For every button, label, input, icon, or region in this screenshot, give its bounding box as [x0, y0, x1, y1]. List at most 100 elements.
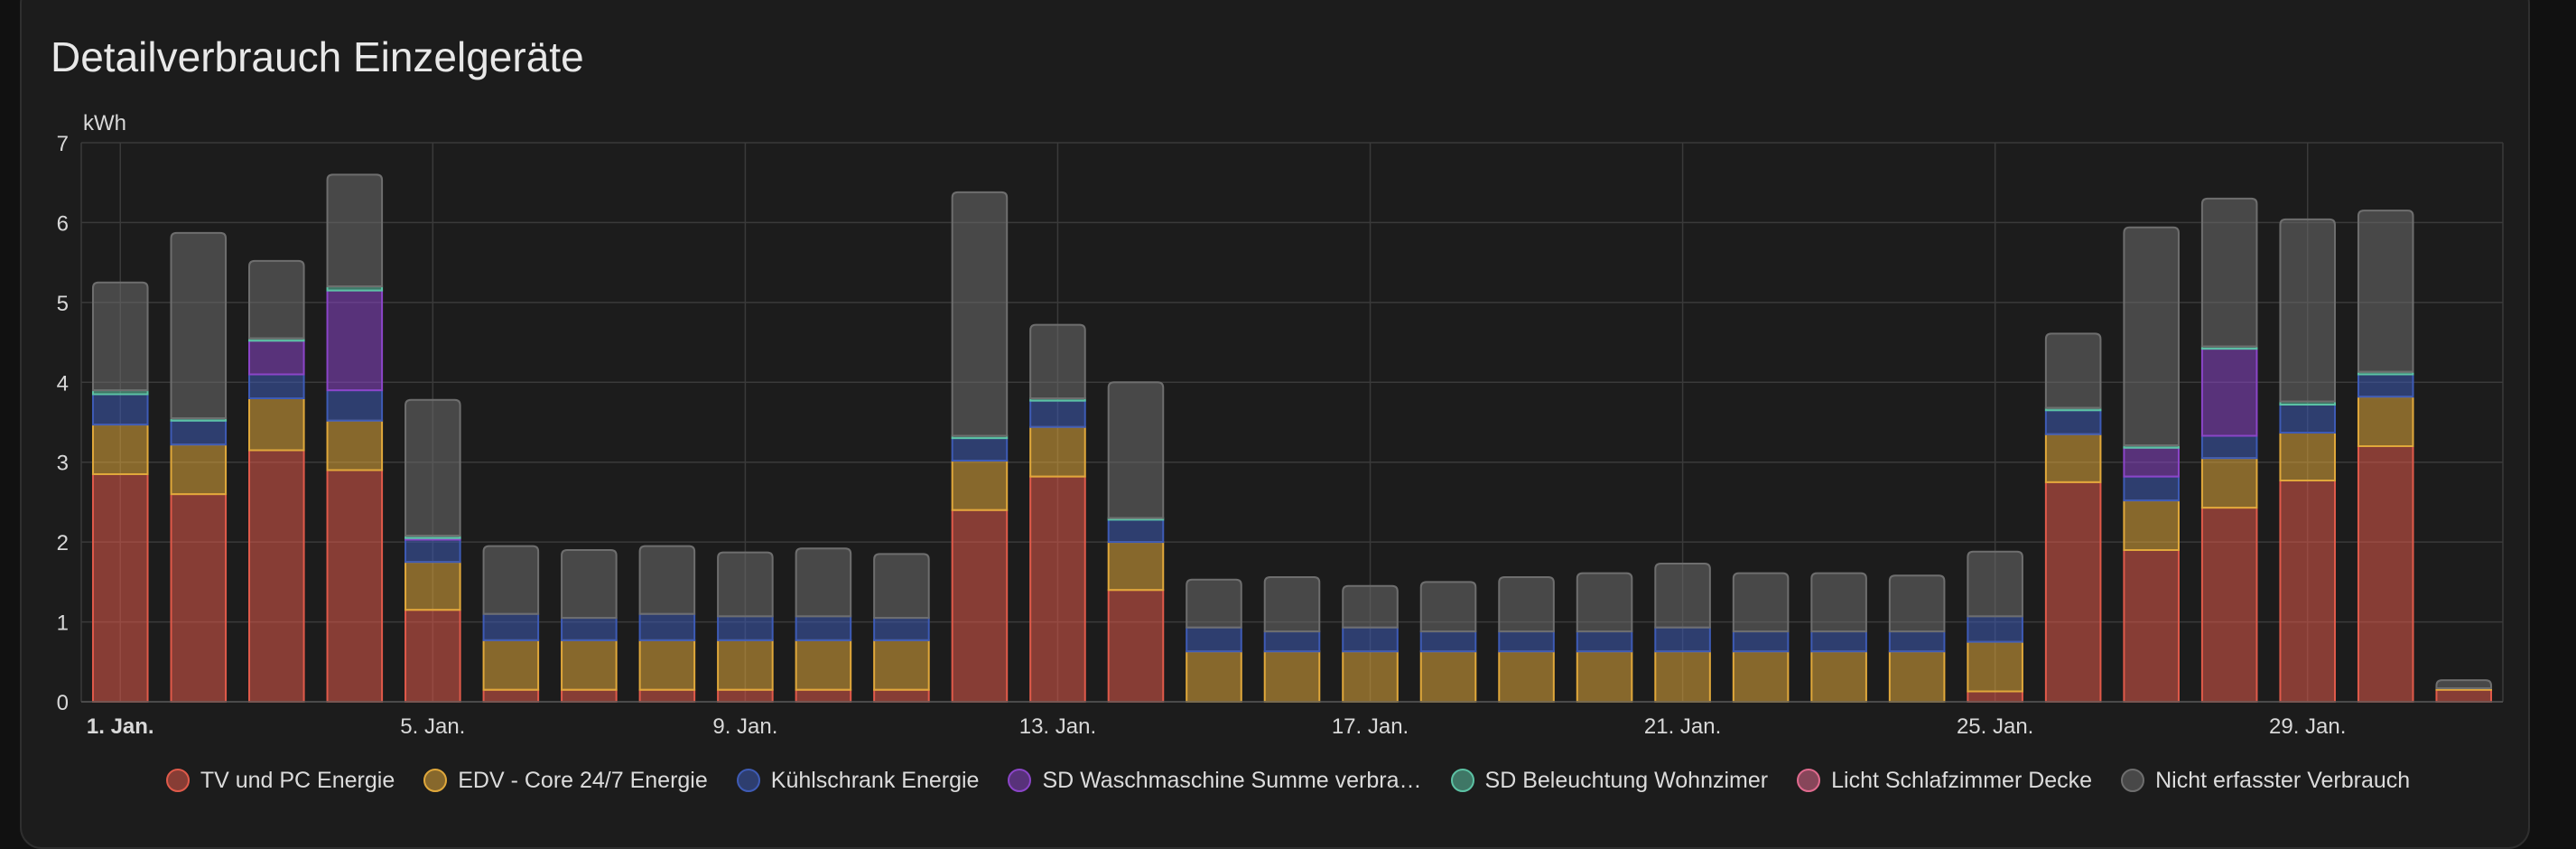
bar-segment[interactable] — [248, 396, 305, 452]
bar-segment[interactable] — [248, 373, 305, 399]
bar-segment[interactable] — [561, 615, 618, 641]
bar-segment[interactable] — [2044, 332, 2102, 409]
bar-segment[interactable] — [2200, 197, 2258, 348]
stacked-bar-chart[interactable]: 0 1 2 3 4 5 6 7 kWh 1. Jan. 5. Jan. 9. Jan. 13. Jan.… — [0, 0, 2576, 750]
bar-segment[interactable] — [717, 551, 774, 618]
bar-segment[interactable] — [1107, 589, 1165, 703]
bar-segment[interactable] — [2357, 396, 2414, 448]
bar-segment[interactable] — [1107, 381, 1165, 519]
bar-segment[interactable] — [951, 437, 1009, 462]
bar-segment[interactable] — [1576, 650, 1633, 703]
bar-segment[interactable] — [2435, 688, 2493, 703]
bar-segment[interactable] — [405, 609, 461, 703]
bar-segment[interactable] — [1419, 630, 1477, 653]
bar-segment[interactable] — [559, 688, 618, 703]
bar-segment[interactable] — [951, 191, 1009, 437]
bar-segment[interactable] — [1263, 630, 1321, 653]
bar-segment[interactable] — [1654, 563, 1711, 629]
bar-segment[interactable] — [2200, 348, 2258, 437]
bar-segment[interactable] — [1967, 690, 2023, 703]
bar-segment[interactable] — [1263, 649, 1321, 703]
bar-segment[interactable] — [482, 611, 541, 641]
bar-segment[interactable] — [248, 259, 305, 340]
bar-segment[interactable] — [405, 538, 461, 564]
bar-segment[interactable] — [91, 393, 149, 426]
bar-segment[interactable] — [638, 688, 696, 703]
bar-segment[interactable] — [2435, 679, 2493, 689]
bar-segment[interactable] — [1576, 630, 1633, 653]
bar-segment[interactable] — [638, 639, 696, 691]
bar-segment[interactable] — [2200, 457, 2258, 509]
bar-segment[interactable] — [326, 289, 384, 392]
legend-item-beleuchtung-wohnzimmer[interactable]: SD Beleuchtung Wohnzimer — [1450, 768, 1768, 794]
bar-segment[interactable] — [717, 615, 776, 641]
bar-segment[interactable] — [795, 688, 852, 703]
bar-segment[interactable] — [1498, 630, 1555, 653]
bar-segment[interactable] — [482, 545, 540, 615]
bar-segment[interactable] — [482, 688, 541, 703]
bar-segment[interactable] — [1810, 649, 1867, 703]
bar-segment[interactable] — [170, 493, 228, 703]
bar-segment[interactable] — [638, 612, 696, 641]
bar-segment[interactable] — [2200, 507, 2258, 703]
bar-segment[interactable] — [1732, 572, 1790, 633]
bar-segment[interactable] — [1654, 626, 1711, 653]
bar-segment[interactable] — [1029, 323, 1086, 399]
bar-segment[interactable] — [2279, 431, 2336, 482]
bar-segment[interactable] — [1186, 650, 1242, 703]
bar-segment[interactable] — [2357, 373, 2414, 398]
bar-segment[interactable] — [1419, 581, 1477, 633]
bar-segment[interactable] — [1342, 584, 1399, 629]
bar-segment[interactable] — [561, 548, 618, 620]
bar-segment[interactable] — [170, 419, 228, 446]
bar-segment[interactable] — [1967, 615, 2023, 643]
legend-item-tv-pc[interactable]: TV und PC Energie — [165, 768, 395, 794]
bar-segment[interactable] — [482, 639, 540, 691]
bar-segment[interactable] — [326, 389, 385, 422]
bar-segment[interactable] — [1967, 640, 2023, 693]
bar-segment[interactable] — [1967, 550, 2023, 618]
bar-segment[interactable] — [951, 459, 1009, 511]
bar-segment[interactable] — [1888, 650, 1946, 703]
bar-segment[interactable] — [2357, 210, 2414, 373]
bar-segment[interactable] — [638, 545, 696, 615]
bar-segment[interactable] — [1029, 399, 1086, 428]
bar-segment[interactable] — [2123, 446, 2180, 478]
bar-segment[interactable] — [2279, 403, 2336, 434]
bar-segment[interactable] — [1029, 425, 1086, 478]
bar-segment[interactable] — [561, 638, 618, 691]
bar-segment[interactable] — [1888, 630, 1946, 653]
bar-segment[interactable] — [170, 231, 228, 420]
bar-segment[interactable] — [1732, 650, 1790, 703]
bar-segment[interactable] — [1810, 630, 1867, 653]
bar-segment[interactable] — [2279, 218, 2336, 403]
bar-segment[interactable] — [1263, 576, 1321, 633]
bar-segment[interactable] — [405, 398, 461, 537]
bar-segment[interactable] — [2279, 480, 2336, 703]
bar-segment[interactable] — [1654, 650, 1711, 703]
bar-segment[interactable] — [326, 419, 384, 471]
bar-segment[interactable] — [2123, 226, 2180, 447]
bar-segment[interactable] — [170, 443, 228, 496]
bar-segment[interactable] — [1342, 626, 1399, 653]
bar-segment[interactable] — [873, 553, 930, 620]
bar-segment[interactable] — [1732, 630, 1790, 653]
legend-item-kuehlschrank[interactable]: Kühlschrank Energie — [736, 768, 979, 794]
bar-segment[interactable] — [2123, 499, 2180, 551]
bar-segment[interactable] — [1186, 578, 1242, 629]
bar-segment[interactable] — [248, 449, 305, 703]
bar-segment[interactable] — [326, 173, 384, 288]
legend-item-edv-core[interactable]: EDV - Core 24/7 Energie — [423, 768, 708, 794]
bar-segment[interactable] — [91, 472, 149, 703]
bar-segment[interactable] — [91, 424, 149, 475]
bar-segment[interactable] — [248, 340, 305, 376]
bar-segment[interactable] — [1342, 650, 1399, 703]
bar-segment[interactable] — [1576, 572, 1633, 633]
bar-segment[interactable] — [2123, 548, 2180, 703]
bar-segment[interactable] — [91, 281, 149, 392]
bar-segment[interactable] — [951, 508, 1009, 703]
bar-segment[interactable] — [1029, 475, 1086, 703]
bar-segment[interactable] — [326, 469, 384, 703]
bar-segment[interactable] — [405, 561, 461, 611]
bar-segment[interactable] — [1186, 626, 1242, 653]
